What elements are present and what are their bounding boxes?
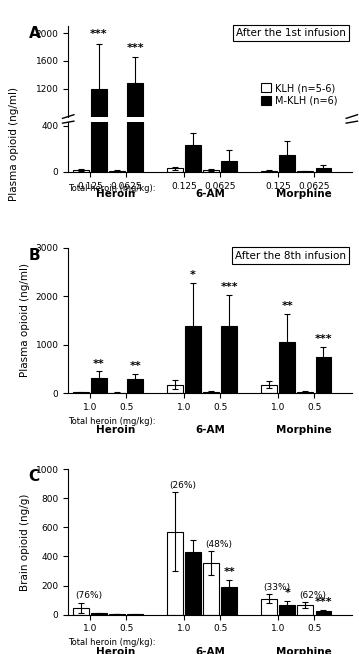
Text: After the 8th infusion: After the 8th infusion (235, 250, 346, 260)
Bar (167, 532, 183, 615)
Bar (261, 385, 277, 393)
Bar (91, 613, 107, 615)
Text: **: ** (223, 567, 235, 577)
Bar (185, 145, 201, 172)
Text: 6-AM: 6-AM (195, 188, 225, 199)
Text: Total heroin (mg/kg):: Total heroin (mg/kg): (68, 417, 156, 426)
Bar (185, 326, 201, 393)
Text: B: B (28, 248, 40, 263)
Bar (203, 563, 219, 615)
Text: **: ** (93, 358, 105, 369)
Text: (62%): (62%) (300, 591, 327, 600)
Text: *: * (284, 589, 290, 598)
Bar (73, 170, 89, 172)
Bar (203, 171, 219, 172)
Text: (76%): (76%) (75, 591, 102, 600)
Bar (167, 385, 183, 393)
Text: ***: *** (220, 282, 238, 292)
Bar (261, 598, 277, 615)
Text: Morphine: Morphine (276, 188, 332, 199)
Text: After the 1st infusion: After the 1st infusion (236, 28, 346, 38)
Bar (127, 24, 143, 172)
Bar (91, 89, 107, 172)
Bar (279, 604, 295, 615)
Text: (48%): (48%) (206, 540, 233, 549)
Bar (222, 326, 237, 393)
Text: (26%): (26%) (169, 481, 196, 490)
Legend: KLH (n=5-6), M-KLH (n=6): KLH (n=5-6), M-KLH (n=6) (257, 79, 341, 110)
Bar (73, 392, 89, 393)
Text: Morphine: Morphine (276, 647, 332, 654)
Bar (109, 171, 125, 172)
Bar (316, 611, 331, 615)
Bar (222, 587, 237, 615)
Bar (127, 83, 143, 172)
Bar (261, 171, 277, 172)
Bar (167, 170, 183, 172)
Bar (91, 33, 107, 172)
Bar (73, 608, 89, 615)
Text: Plasma opioid (ng/ml): Plasma opioid (ng/ml) (9, 87, 19, 201)
Text: 6-AM: 6-AM (195, 425, 225, 436)
Text: *: * (284, 139, 290, 150)
Text: *: * (227, 145, 232, 155)
Bar (203, 392, 219, 393)
Text: A: A (28, 26, 40, 41)
Y-axis label: Plasma opioid (ng/ml): Plasma opioid (ng/ml) (20, 264, 30, 377)
Bar (167, 168, 183, 172)
Text: Heroin: Heroin (96, 188, 135, 199)
Bar (279, 154, 295, 172)
Text: **: ** (129, 361, 141, 371)
Text: Total heroin (mg/kg):: Total heroin (mg/kg): (68, 638, 156, 647)
Text: ***: *** (314, 597, 332, 607)
Y-axis label: Brain opioid (ng/g): Brain opioid (ng/g) (20, 493, 30, 591)
Bar (279, 342, 295, 393)
Text: C: C (28, 469, 39, 484)
Bar (316, 168, 331, 172)
Bar (261, 171, 277, 172)
Text: (33%): (33%) (264, 583, 290, 592)
Bar (109, 171, 125, 172)
Text: **: ** (187, 134, 199, 145)
Bar (222, 161, 237, 172)
Bar (73, 171, 89, 172)
Text: *: * (190, 269, 196, 280)
Bar (316, 170, 331, 172)
Text: Morphine: Morphine (276, 425, 332, 436)
Bar (279, 162, 295, 172)
Bar (91, 378, 107, 393)
Bar (185, 156, 201, 172)
Bar (109, 392, 125, 393)
Bar (203, 170, 219, 172)
Text: ***: *** (314, 334, 332, 344)
Text: ***: *** (90, 29, 108, 39)
Text: **: ** (281, 301, 293, 311)
Bar (316, 357, 331, 393)
Bar (297, 392, 313, 393)
Text: Heroin: Heroin (96, 425, 135, 436)
Text: 6-AM: 6-AM (195, 647, 225, 654)
Bar (127, 379, 143, 393)
Bar (185, 552, 201, 615)
Bar (297, 606, 313, 615)
Text: Heroin: Heroin (96, 647, 135, 654)
Bar (222, 165, 237, 172)
Bar (109, 614, 125, 615)
Text: ***: *** (126, 43, 144, 52)
Text: Total heroin (mg/kg):: Total heroin (mg/kg): (68, 184, 156, 193)
